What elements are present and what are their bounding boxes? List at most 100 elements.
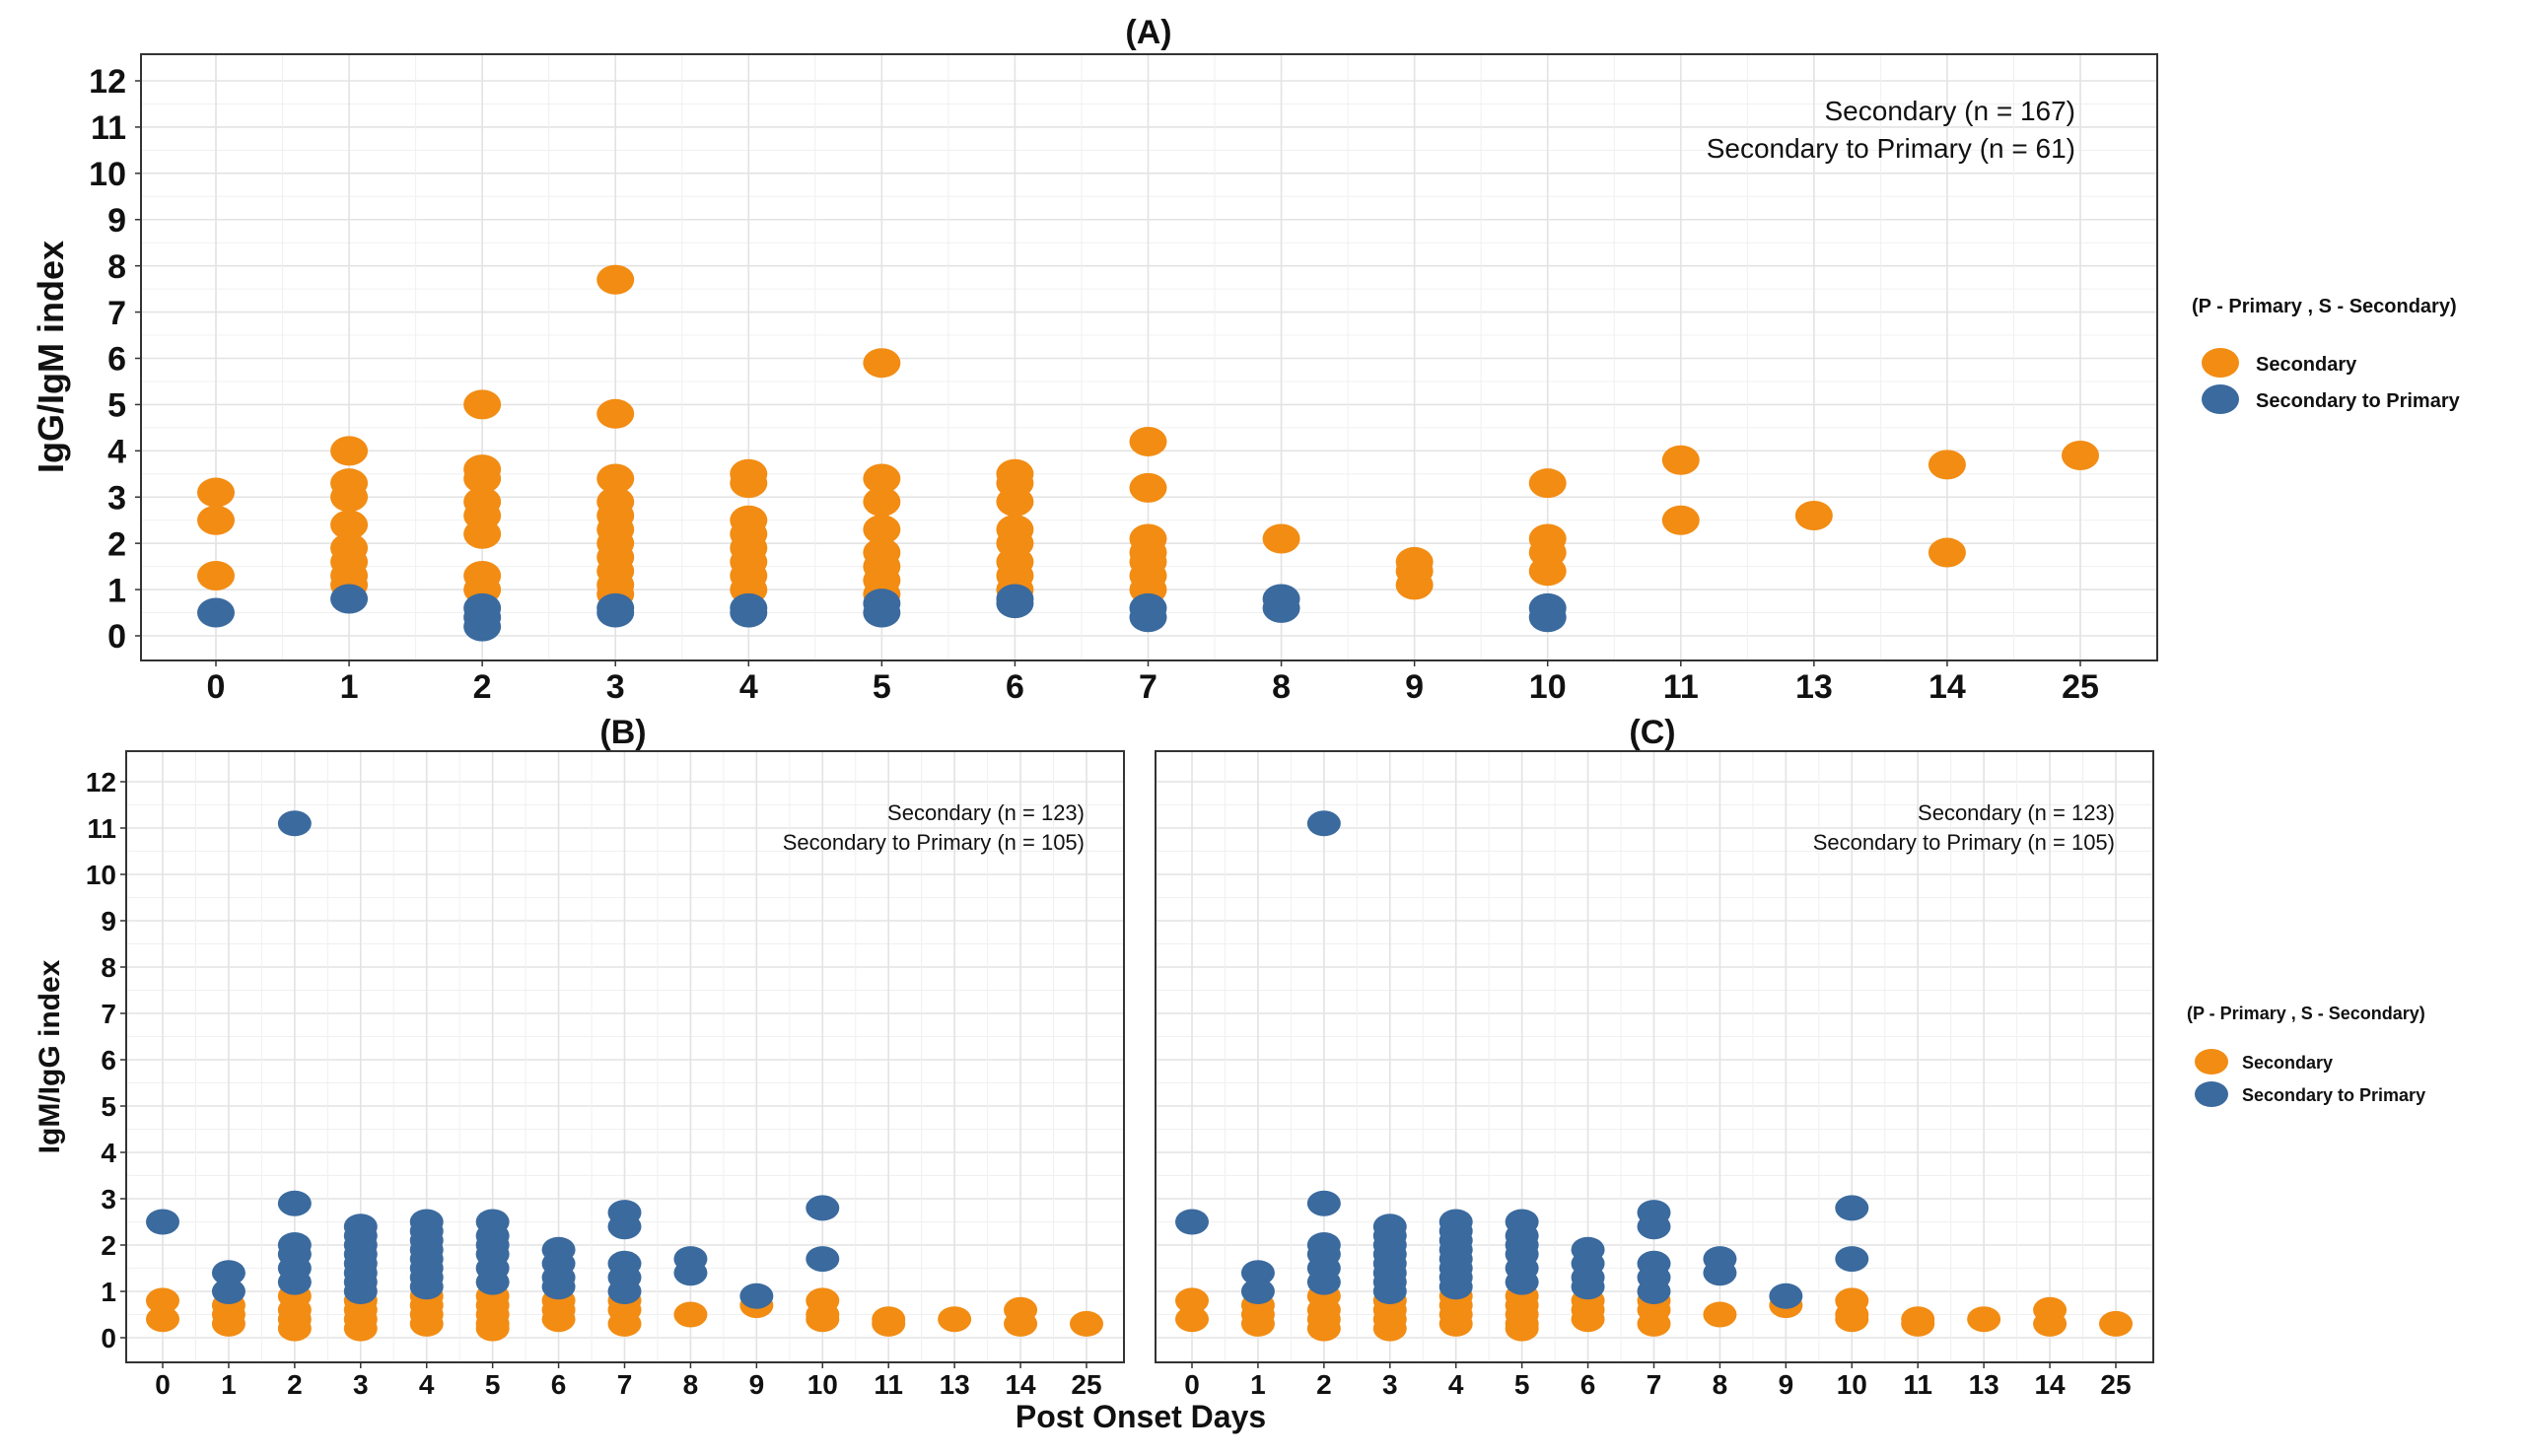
x-tick-label: 6 <box>1006 668 1024 706</box>
secondary-point <box>197 477 235 508</box>
secondary-point <box>2033 1310 2068 1337</box>
y-tick-label: 12 <box>89 63 126 101</box>
legend-bc-secondary-key <box>2195 1049 2228 1075</box>
x-tick-label: 13 <box>940 1369 970 1400</box>
panel-b-annotation-1: Secondary (n = 123) <box>887 800 1085 825</box>
legend-a-title: (P - Primary , S - Secondary) <box>2192 296 2457 317</box>
secondary-point <box>277 1315 312 1342</box>
secondary-point <box>409 1310 444 1337</box>
secondary-point <box>1262 523 1300 554</box>
x-tick-label: 5 <box>1514 1369 1530 1400</box>
x-tick-label: 4 <box>1448 1369 1464 1400</box>
x-tick-label: 13 <box>1795 668 1833 706</box>
y-tick-label: 4 <box>101 1138 116 1168</box>
secondary-to-primary-point <box>541 1274 576 1300</box>
secondary-to-primary-point <box>739 1283 774 1309</box>
legend-a-secondary-label: Secondary <box>2256 354 2357 376</box>
secondary-to-primary-point <box>1703 1260 1737 1286</box>
secondary-point <box>2062 441 2099 471</box>
y-tick-label: 11 <box>91 109 126 147</box>
panel-c: (C) 0 1 2 3 4 5 6 7 8 9 10 11 13 14 25 Secondary (n = … <box>1155 714 2154 1400</box>
secondary-point <box>1967 1306 2001 1333</box>
x-tick-label: 1 <box>1250 1369 1266 1400</box>
y-tick-label: 9 <box>101 906 116 936</box>
x-tick-label: 8 <box>1272 668 1291 706</box>
y-tick-label: 1 <box>107 572 126 609</box>
panel-c-points <box>1175 810 2133 1342</box>
x-tick-label: 0 <box>155 1369 171 1400</box>
secondary-point <box>2099 1310 2133 1337</box>
x-tick-label: 9 <box>1405 668 1424 706</box>
y-tick-label: 5 <box>107 387 126 425</box>
secondary-to-primary-point <box>211 1260 245 1286</box>
x-tick-label: 11 <box>1903 1369 1932 1400</box>
secondary-to-primary-point <box>463 611 502 642</box>
secondary-to-primary-point <box>475 1269 510 1295</box>
secondary-to-primary-point <box>806 1246 840 1273</box>
x-tick-label: 8 <box>683 1369 699 1400</box>
legend-a-secondary-to-primary-key <box>2202 384 2239 414</box>
secondary-to-primary-point <box>1769 1283 1803 1309</box>
panel-b-title: (B) <box>599 714 646 751</box>
y-tick-label: 12 <box>86 767 116 797</box>
legend-bc-secondary-to-primary-label: Secondary to Primary <box>2242 1085 2425 1105</box>
x-tick-label: 0 <box>1184 1369 1200 1400</box>
x-tick-label: 14 <box>1928 668 1966 706</box>
panel-a-annotation-2: Secondary to Primary (n = 61) <box>1707 133 2075 164</box>
secondary-point <box>1395 570 1434 600</box>
x-tick-label: 7 <box>617 1369 633 1400</box>
panel-a-ylabel: IgG/IgM index <box>31 241 71 473</box>
x-tick-label: 3 <box>1382 1369 1398 1400</box>
x-tick-label: 9 <box>1779 1369 1794 1400</box>
secondary-point <box>1928 450 1966 480</box>
x-tick-label: 7 <box>1139 668 1157 706</box>
x-tick-label: 2 <box>473 668 492 706</box>
x-tick-label: 14 <box>1005 1369 1036 1400</box>
secondary-to-primary-point <box>1637 1213 1671 1240</box>
secondary-to-primary-point <box>1571 1274 1605 1300</box>
panel-b-annotation-2: Secondary to Primary (n = 105) <box>783 830 1085 855</box>
y-tick-label: 9 <box>107 202 126 240</box>
secondary-to-primary-point <box>1262 592 1300 623</box>
panel-a-annotation-1: Secondary (n = 167) <box>1825 96 2076 126</box>
secondary-point <box>607 1310 642 1337</box>
secondary-point <box>197 561 235 591</box>
secondary-point <box>146 1287 179 1314</box>
legend-a-secondary-key <box>2202 348 2239 378</box>
secondary-point <box>863 515 901 545</box>
x-tick-label: 25 <box>1071 1369 1101 1400</box>
x-tick-label: 5 <box>873 668 891 706</box>
secondary-point <box>1637 1310 1671 1337</box>
secondary-to-primary-point <box>1835 1195 1869 1221</box>
secondary-point <box>463 519 502 549</box>
x-tick-label: 14 <box>2034 1369 2066 1400</box>
secondary-point <box>475 1315 510 1342</box>
x-tick-label: 3 <box>606 668 625 706</box>
secondary-point <box>596 463 635 494</box>
secondary-point <box>1004 1310 1038 1337</box>
secondary-point <box>1306 1315 1341 1342</box>
legend-a: (P - Primary , S - Secondary) Secondary … <box>2192 296 2461 414</box>
secondary-point <box>541 1306 576 1333</box>
secondary-to-primary-point <box>1835 1246 1869 1273</box>
secondary-to-primary-point <box>1306 810 1341 837</box>
secondary-to-primary-point <box>1306 1190 1341 1216</box>
secondary-point <box>1794 501 1833 531</box>
secondary-point <box>596 264 635 295</box>
secondary-point <box>1129 472 1167 503</box>
secondary-point <box>1175 1306 1209 1333</box>
y-tick-label: 6 <box>107 341 126 379</box>
panel-a-points <box>197 264 2099 642</box>
y-tick-label: 3 <box>107 479 126 517</box>
secondary-to-primary-point <box>343 1279 378 1304</box>
y-tick-label: 10 <box>89 156 126 193</box>
y-tick-label: 1 <box>101 1277 116 1307</box>
x-tick-label: 1 <box>221 1369 237 1400</box>
y-tick-label: 5 <box>101 1091 116 1122</box>
secondary-to-primary-point <box>596 597 635 628</box>
x-tick-label: 6 <box>1580 1369 1596 1400</box>
secondary-point <box>1661 505 1700 535</box>
y-tick-label: 11 <box>87 813 116 844</box>
